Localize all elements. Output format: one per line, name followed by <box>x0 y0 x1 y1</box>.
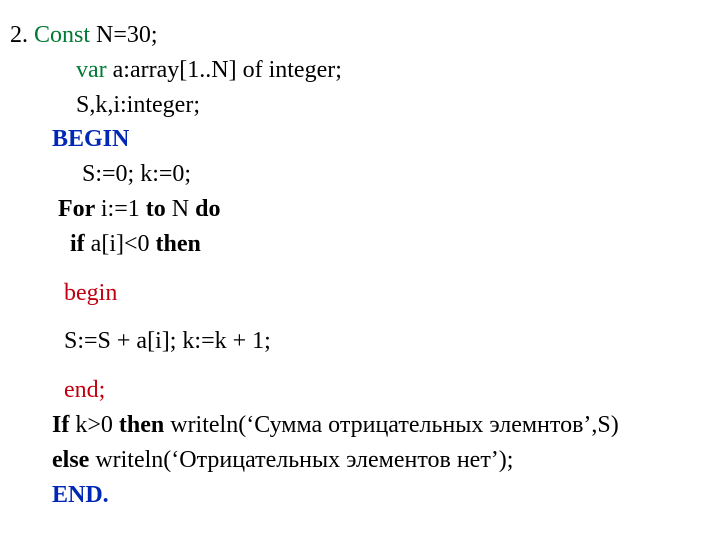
kw-if: if <box>70 231 91 257</box>
code-text: S:=0; k:=0; <box>82 161 191 187</box>
code-text: a:array[1..N] of integer; <box>113 57 342 83</box>
kw-begin-inner: begin <box>64 280 117 306</box>
code-line-11: If k>0 then writeln(‘Сумма отрицательных… <box>10 408 710 443</box>
kw-if: If <box>52 412 75 438</box>
kw-end-inner: end; <box>64 377 105 403</box>
code-text: N <box>172 196 195 222</box>
indent <box>10 377 64 403</box>
kw-var: var <box>76 57 113 83</box>
indent <box>10 412 52 438</box>
code-line-6: For i:=1 to N do <box>10 192 710 227</box>
indent <box>10 92 76 118</box>
indent <box>10 161 82 187</box>
list-number: 2. <box>10 22 34 48</box>
indent <box>10 57 76 83</box>
code-line-3: S,k,i:integer; <box>10 88 710 123</box>
indent <box>10 328 64 354</box>
code-text: writeln(‘Отрицательных элементов нет’); <box>95 447 513 473</box>
code-line-7: if a[i]<0 then <box>10 227 710 262</box>
kw-const: Const <box>34 22 96 48</box>
code-text: k>0 <box>75 412 119 438</box>
code-line-8: begin <box>10 276 710 311</box>
kw-for: For <box>58 196 101 222</box>
code-line-13: END. <box>10 478 710 513</box>
code-text: S:=S + a[i]; k:=k + 1; <box>64 328 271 354</box>
code-text: S,k,i:integer; <box>76 92 200 118</box>
kw-then: then <box>119 412 170 438</box>
kw-end: END. <box>52 482 109 508</box>
code-line-1: 2. Const N=30; <box>10 18 710 53</box>
indent <box>10 126 52 152</box>
kw-begin: BEGIN <box>52 126 129 152</box>
indent <box>10 196 58 222</box>
code-text: i:=1 <box>101 196 146 222</box>
kw-else: else <box>52 447 95 473</box>
code-line-4: BEGIN <box>10 122 710 157</box>
code-line-12: else writeln(‘Отрицательных элементов не… <box>10 443 710 478</box>
indent <box>10 280 64 306</box>
code-text: N=30; <box>96 22 158 48</box>
code-line-2: var a:array[1..N] of integer; <box>10 53 710 88</box>
code-text: a[i]<0 <box>91 231 156 257</box>
code-line-10: end; <box>10 373 710 408</box>
indent <box>10 231 70 257</box>
indent <box>10 447 52 473</box>
code-line-5: S:=0; k:=0; <box>10 157 710 192</box>
code-text: writeln(‘Сумма отрицательных элемнтов’,S… <box>170 412 619 438</box>
kw-to: to <box>146 196 172 222</box>
kw-then: then <box>156 231 201 257</box>
indent <box>10 482 52 508</box>
kw-do: do <box>195 196 220 222</box>
code-line-9: S:=S + a[i]; k:=k + 1; <box>10 324 710 359</box>
